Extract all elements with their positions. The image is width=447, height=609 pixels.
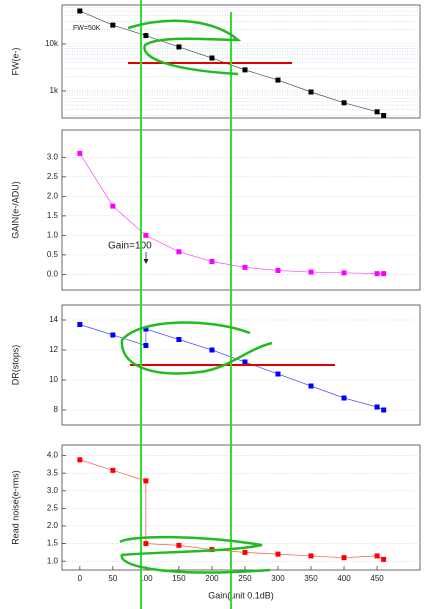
annotation: Gain=100 (108, 241, 152, 252)
y-tick-label: 10k (45, 39, 59, 48)
data-point (176, 249, 182, 255)
arrow-head (143, 259, 149, 264)
y-axis-label: DR(stops) (10, 345, 20, 386)
x-tick-label: 300 (271, 574, 285, 583)
data-point (77, 8, 83, 14)
x-tick-label: 200 (205, 574, 219, 583)
annotation: FW=50K (73, 25, 101, 32)
y-axis-label: FW(e-) (10, 48, 20, 76)
data-point (143, 343, 149, 348)
data-point (275, 551, 281, 557)
data-point (242, 549, 248, 555)
data-point (374, 553, 380, 559)
data-point (341, 395, 347, 401)
data-point (143, 33, 149, 39)
data-point (374, 404, 380, 410)
y-tick-label: 1.0 (47, 230, 59, 239)
x-tick-label: 150 (172, 574, 186, 583)
y-axis-label: GAIN(e-/ADU) (10, 181, 20, 239)
data-point (209, 55, 215, 61)
data-point (110, 467, 116, 473)
y-tick-label: 12 (49, 345, 58, 354)
data-point (176, 337, 182, 342)
x-tick-label: 0 (78, 574, 83, 583)
data-point (275, 267, 281, 273)
y-tick-label: 1.0 (47, 556, 59, 565)
y-tick-label: 1.5 (47, 539, 59, 548)
data-point (381, 407, 387, 413)
y-tick-label: 14 (49, 315, 58, 324)
data-point (209, 259, 215, 265)
data-point (308, 269, 314, 275)
y-tick-label: 0.0 (47, 269, 59, 278)
data-point (143, 232, 149, 238)
data-point (341, 270, 347, 276)
plot-frame (61, 129, 421, 291)
y-tick-label: 3.5 (47, 468, 59, 477)
plot-frame (61, 444, 421, 571)
data-point (176, 542, 182, 548)
data-point (308, 89, 314, 95)
data-point (242, 359, 248, 365)
data-point (110, 22, 116, 28)
y-tick-label: 2.0 (47, 521, 59, 530)
data-point (308, 383, 314, 389)
x-tick-label: 100 (139, 574, 153, 583)
x-tick-label: 50 (108, 574, 117, 583)
x-tick-label: 350 (304, 574, 318, 583)
green-scribble (120, 321, 273, 375)
data-point (275, 371, 281, 377)
data-point (110, 203, 116, 209)
data-point (242, 264, 248, 270)
plot-frame (61, 304, 421, 426)
data-point (381, 556, 387, 562)
data-point (143, 478, 149, 484)
x-tick-label: 400 (337, 574, 351, 583)
x-tick-label: 450 (370, 574, 384, 583)
data-point (110, 332, 116, 338)
data-point (341, 100, 347, 106)
data-point (77, 322, 83, 327)
plot-frame (61, 4, 421, 119)
data-point (77, 150, 83, 156)
y-tick-label: 1.5 (47, 211, 59, 220)
data-point (381, 113, 387, 119)
data-point (143, 541, 149, 547)
y-tick-label: 2.5 (47, 503, 59, 512)
green-scribble (127, 19, 242, 76)
y-tick-label: 2.5 (47, 172, 59, 181)
x-tick-label: 250 (238, 574, 252, 583)
data-point (374, 109, 380, 115)
data-point (381, 271, 387, 277)
data-point (209, 347, 215, 353)
y-tick-label: 3.0 (47, 152, 59, 161)
data-point (308, 553, 314, 559)
data-point (176, 44, 182, 50)
data-point (242, 67, 248, 73)
green-scribble (119, 535, 271, 574)
data-point (77, 457, 83, 463)
hand-annotations (119, 0, 335, 609)
y-tick-label: 8 (54, 405, 59, 414)
data-point (341, 555, 347, 561)
y-tick-label: 2.0 (47, 191, 59, 200)
data-point (143, 326, 149, 332)
y-tick-label: 10 (49, 375, 58, 384)
data-point (374, 271, 380, 277)
data-point (275, 77, 281, 83)
x-axis-label: Gain(unit 0.1dB) (208, 590, 274, 600)
y-axis-label: Read noise(e-rms) (10, 470, 20, 545)
y-tick-label: 1k (50, 86, 59, 95)
y-tick-label: 4.0 (47, 451, 59, 460)
plot-layer: 1k 10k FW(e-) FW=50K 0.0 0.5 1.0 1.5 2.0 2.5 3.0 GA… (10, 4, 421, 600)
y-tick-label: 3.0 (47, 486, 59, 495)
y-tick-label: 0.5 (47, 250, 59, 259)
